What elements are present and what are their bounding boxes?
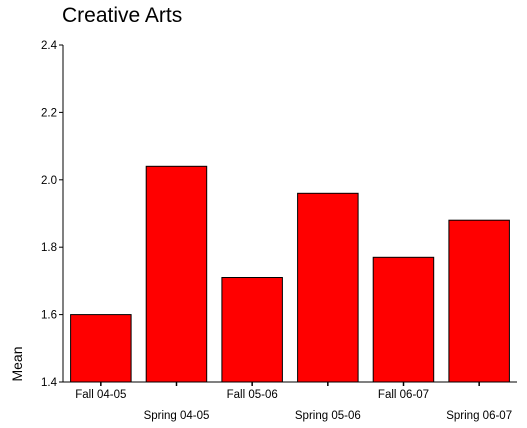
x-tick-label-4: Spring 05-06 <box>295 410 361 422</box>
bar-1 <box>70 314 132 383</box>
x-tick-label-6: Spring 06-07 <box>446 410 512 422</box>
y-axis-label: Mean <box>9 346 25 381</box>
y-tick-label-6: 2.4 <box>41 40 58 52</box>
bar-3 <box>221 277 283 383</box>
y-tick-label-1: 1.4 <box>41 377 58 389</box>
chart-title: Creative Arts <box>62 4 183 27</box>
y-tick-label-5: 2.2 <box>41 107 57 119</box>
bar-6 <box>448 219 510 383</box>
bar-5 <box>372 256 435 383</box>
y-tick-label-3: 1.8 <box>41 242 57 254</box>
x-tick-label-5: Fall 06-07 <box>378 389 429 401</box>
bar-2 <box>145 165 208 383</box>
bar-4 <box>297 192 359 383</box>
bars-group <box>70 165 510 383</box>
x-tick-label-1: Fall 04-05 <box>75 389 126 401</box>
y-tick-label-4: 2.0 <box>41 175 57 187</box>
y-tick-label-2: 1.6 <box>41 310 57 322</box>
x-tick-label-3: Fall 05-06 <box>227 389 278 401</box>
axes-group: 1.4 1.6 1.8 2.0 2.2 2.4 Fall 04-05 Spring 04-05… <box>41 40 517 422</box>
x-tick-label-2: Spring 04-05 <box>144 410 210 422</box>
